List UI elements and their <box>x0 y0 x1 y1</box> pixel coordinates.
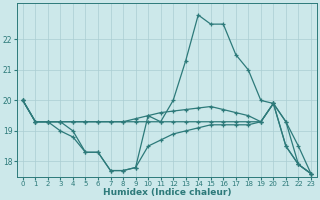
X-axis label: Humidex (Indice chaleur): Humidex (Indice chaleur) <box>103 188 231 197</box>
